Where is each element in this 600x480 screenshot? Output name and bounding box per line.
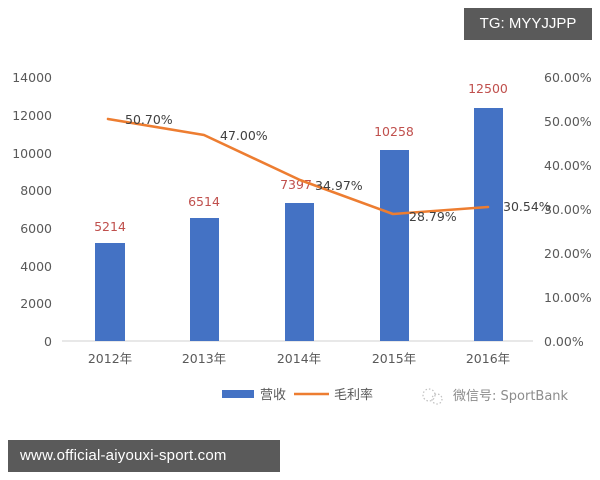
tg-badge: TG: MYYJJPP xyxy=(464,8,592,40)
left-axis: 14000 12000 10000 8000 6000 4000 2000 0 xyxy=(12,70,52,349)
left-tick: 6000 xyxy=(20,221,52,236)
left-tick: 8000 xyxy=(20,183,52,198)
line-value-label: 30.54% xyxy=(503,199,551,214)
left-tick: 12000 xyxy=(12,108,52,123)
bars xyxy=(95,108,503,341)
bar-value-label: 5214 xyxy=(94,219,126,234)
url-badge: www.official-aiyouxi-sport.com xyxy=(8,440,280,472)
bar-value-label: 10258 xyxy=(374,124,414,139)
bar-value-label: 12500 xyxy=(468,81,508,96)
wechat-icon xyxy=(422,388,443,405)
left-tick: 4000 xyxy=(20,259,52,274)
category-label: 2015年 xyxy=(372,351,416,366)
right-tick: 30.00% xyxy=(544,202,592,217)
left-tick: 0 xyxy=(44,334,52,349)
right-tick: 60.00% xyxy=(544,70,592,85)
bar-2016 xyxy=(474,108,503,341)
left-tick: 10000 xyxy=(12,146,52,161)
right-tick: 40.00% xyxy=(544,158,592,173)
left-tick: 2000 xyxy=(20,296,52,311)
category-label: 2016年 xyxy=(466,351,510,366)
line-value-label: 47.00% xyxy=(220,128,268,143)
right-tick: 0.00% xyxy=(544,334,584,349)
category-label: 2014年 xyxy=(277,351,321,366)
category-label: 2013年 xyxy=(182,351,226,366)
bar-2013 xyxy=(190,218,219,341)
watermark-text: 微信号: SportBank xyxy=(453,389,569,404)
category-label: 2012年 xyxy=(88,351,132,366)
line-value-label: 28.79% xyxy=(409,209,457,224)
right-axis: 60.00% 50.00% 40.00% 30.00% 20.00% 10.00… xyxy=(544,70,592,349)
watermark: 微信号: SportBank xyxy=(422,388,569,405)
left-tick: 14000 xyxy=(12,70,52,85)
right-tick: 10.00% xyxy=(544,290,592,305)
line-value-label: 50.70% xyxy=(125,112,173,127)
legend-bar-label: 营收 xyxy=(260,388,286,403)
bar-2014 xyxy=(285,203,314,341)
bar-2012 xyxy=(95,243,125,341)
bar-value-label: 6514 xyxy=(188,194,220,209)
right-tick: 50.00% xyxy=(544,114,592,129)
legend: 营收 毛利率 xyxy=(222,387,373,403)
line-value-label: 34.97% xyxy=(315,178,363,193)
right-tick: 20.00% xyxy=(544,246,592,261)
bar-2015 xyxy=(380,150,409,341)
legend-line-label: 毛利率 xyxy=(334,387,373,403)
margin-line xyxy=(106,117,490,216)
legend-bar-swatch xyxy=(222,390,254,398)
category-axis: 2012年 2013年 2014年 2015年 2016年 xyxy=(88,351,510,366)
line-labels: 50.70% 47.00% 34.97% 28.79% 30.54% xyxy=(125,112,551,224)
